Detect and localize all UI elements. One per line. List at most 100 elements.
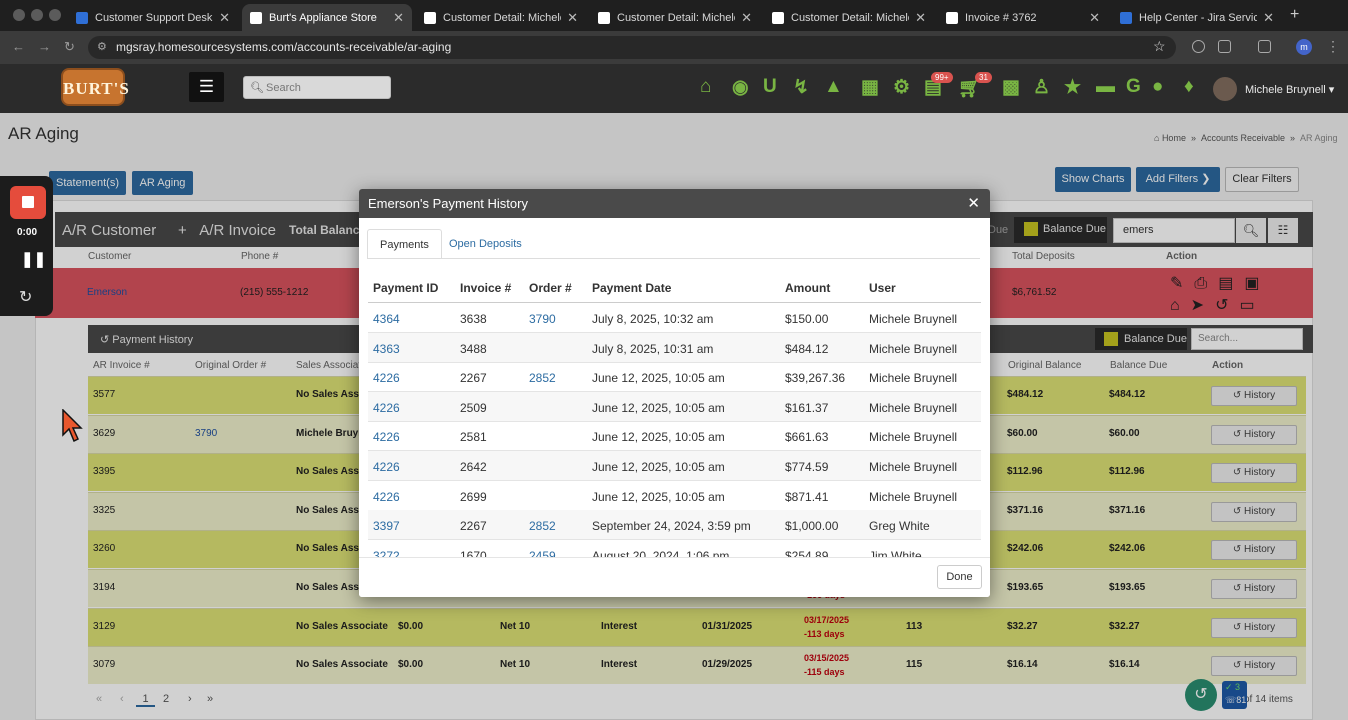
col-balance-due[interactable]: Balance Due [1110,360,1168,371]
bookmark-star-icon[interactable]: ☆ [1153,38,1166,54]
payment-row[interactable]: 4226 2509 June 12, 2025, 10:05 am $161.37 Mi… [368,391,981,422]
send-icon[interactable]: ➤ [1190,297,1216,314]
new-tab-button[interactable]: + [1290,6,1300,23]
payment-list-row[interactable]: 3129 No Sales Associate $0.00 Net 10 Interes… [88,607,1306,646]
col-customer[interactable]: Customer [88,251,132,262]
breadcrumb-accounts-receivable[interactable]: Accounts Receivable [1200,133,1286,143]
payments-table-body[interactable]: 4364 3638 3790 July 8, 2025, 10:32 am $150.0… [368,302,981,557]
close-tab-icon[interactable]: ✕ [393,9,404,25]
timer-widget-icon[interactable]: ↺ [1185,679,1217,711]
history-button[interactable]: ↺ History [1211,424,1297,445]
inner-balance-due-toggle[interactable]: Balance Due [1095,328,1187,350]
payment-id-link[interactable]: 3397 [373,519,400,534]
payment-search-input[interactable]: Search... [1191,328,1303,350]
reload-icon[interactable]: ↻ [64,39,75,54]
bank-icon[interactable]: ⌂ [1170,297,1191,314]
balance-due-toggle[interactable]: Balance Due [1014,217,1107,243]
history-button[interactable]: ↺ History [1211,540,1297,561]
payment-list-row[interactable]: 3079 No Sales Associate $0.00 Net 10 Interes… [88,646,1306,685]
browser-tab[interactable]: Help Center - Jira Service M ✕ [1112,4,1282,31]
tab-ar-aging[interactable]: AR Aging [132,171,193,195]
history-button[interactable]: ↺ History [1211,617,1297,638]
line-chart-icon[interactable]: ↯ [793,77,809,98]
browser-tab[interactable]: Customer Detail: Michele Gre ✕ [764,4,934,31]
chat-icon[interactable]: ● [1152,76,1164,97]
payment-row[interactable]: 4226 2699 June 12, 2025, 10:05 am $871.41 Mi… [368,481,981,511]
status-widget[interactable]: ✓ 3 ☏81 [1222,681,1247,709]
site-settings-icon[interactable]: ⚙ [97,41,107,53]
cash-icon[interactable]: ▣ [1244,275,1271,292]
payment-row[interactable]: 4363 3488 July 8, 2025, 10:31 am $484.12 Mic… [368,332,981,363]
extension-icon[interactable] [1192,40,1205,53]
payment-id-link[interactable]: 3272 [373,548,400,557]
payment-row[interactable]: 4226 2267 2852 June 12, 2025, 10:05 am $39,2… [368,362,981,393]
col-total-deposits[interactable]: Total Deposits [1012,251,1075,262]
edit-icon[interactable]: ✎ [1170,275,1195,292]
col-sales-associate[interactable]: Sales Associate [296,360,367,371]
tab-payments[interactable]: Payments [367,229,442,259]
row-original-order[interactable]: 3790 [195,427,218,439]
pager-last[interactable]: » [207,693,214,705]
menu-toggle-button[interactable]: ☰ [189,72,224,102]
user-avatar[interactable] [1213,77,1237,101]
payment-id-link[interactable]: 4226 [373,460,400,474]
pager-prev[interactable]: ‹ [120,693,124,705]
restart-icon[interactable]: ↻ [19,289,33,306]
done-button[interactable]: Done [937,565,982,589]
location-pin-icon[interactable]: ◉ [732,77,749,98]
col-phone[interactable]: Phone # [241,251,279,262]
payment-row[interactable]: 4364 3638 3790 July 8, 2025, 10:32 am $150.0… [368,303,981,333]
cart-icon[interactable]: 🛒︎ [958,78,983,99]
pager-next[interactable]: › [188,693,192,705]
user-menu[interactable]: Michele Bruynell ▾ [1245,84,1335,96]
browser-tab[interactable]: Invoice # 3762 ✕ [938,4,1108,31]
tab-statements[interactable]: Statement(s) [49,171,126,195]
payment-id-link[interactable]: 4364 [373,312,400,326]
gift-icon[interactable]: ▤ [1218,275,1245,292]
history-button[interactable]: ↺ History [1211,579,1297,599]
close-tab-icon[interactable]: ✕ [741,9,752,25]
tab-ar-customer[interactable]: A/R Customer [62,222,157,239]
payment-order-link[interactable]: 2852 [529,371,556,386]
payment-id-link[interactable]: 4226 [373,489,400,504]
show-charts-button[interactable]: Show Charts [1055,167,1131,192]
reading-list-icon[interactable] [1258,40,1271,53]
payment-order-link[interactable]: 2852 [529,519,556,534]
folder-icon[interactable]: ▬ [1096,76,1115,97]
payment-id-link[interactable]: 4226 [373,400,400,415]
home-icon[interactable]: ⌂ [700,76,712,97]
stop-recording-button[interactable] [10,186,46,219]
close-tab-icon[interactable]: ✕ [219,9,230,25]
global-search-input[interactable]: 🔍︎ Search [243,76,391,99]
pager-page-1[interactable]: 1 [136,693,155,707]
close-tab-icon[interactable]: ✕ [1263,9,1274,25]
window-minimize-dot[interactable] [31,9,43,21]
browser-tab[interactable]: Customer Support Desk - Kn ✕ [68,4,238,31]
browser-tab[interactable]: Burt's Appliance Store ✕ [242,4,412,31]
puzzle-icon[interactable] [1218,40,1231,53]
history-button[interactable]: ↺ History [1211,463,1297,484]
briefcase-icon[interactable]: ▩ [1002,77,1020,98]
close-icon[interactable]: ✕ [967,195,980,212]
document-icon[interactable]: ▭ [1239,297,1266,314]
tab-ar-invoice[interactable]: + A/R Invoice [178,222,276,239]
browser-tab[interactable]: Customer Detail: Michele Gre ✕ [590,4,760,31]
payment-order-link[interactable]: 3790 [529,312,556,326]
back-icon[interactable]: ← [12,39,25,54]
google-icon[interactable]: G [1126,76,1141,97]
customer-search-input[interactable]: emers [1113,218,1235,243]
add-filters-button[interactable]: Add Filters ❯ [1136,167,1220,192]
magnet-icon[interactable]: U [763,76,777,97]
calculator-icon[interactable]: ▦ [861,77,879,98]
col-ar-invoice[interactable]: AR Invoice # [93,360,150,371]
close-tab-icon[interactable]: ✕ [915,9,926,25]
breadcrumb-home[interactable]: ⌂ Home [1154,133,1186,143]
customer-name-link[interactable]: Emerson [87,287,128,298]
window-close-dot[interactable] [13,9,25,21]
payment-row[interactable]: 4226 2642 June 12, 2025, 10:05 am $774.59 Mi… [368,451,981,481]
people-icon[interactable]: ♙ [1033,77,1051,98]
history-button[interactable]: ↺ History [1211,386,1297,406]
close-tab-icon[interactable]: ✕ [567,9,578,25]
history-icon[interactable]: ↺ [1215,297,1240,314]
browser-tab[interactable]: Customer Detail: Michele Gre ✕ [416,4,586,31]
